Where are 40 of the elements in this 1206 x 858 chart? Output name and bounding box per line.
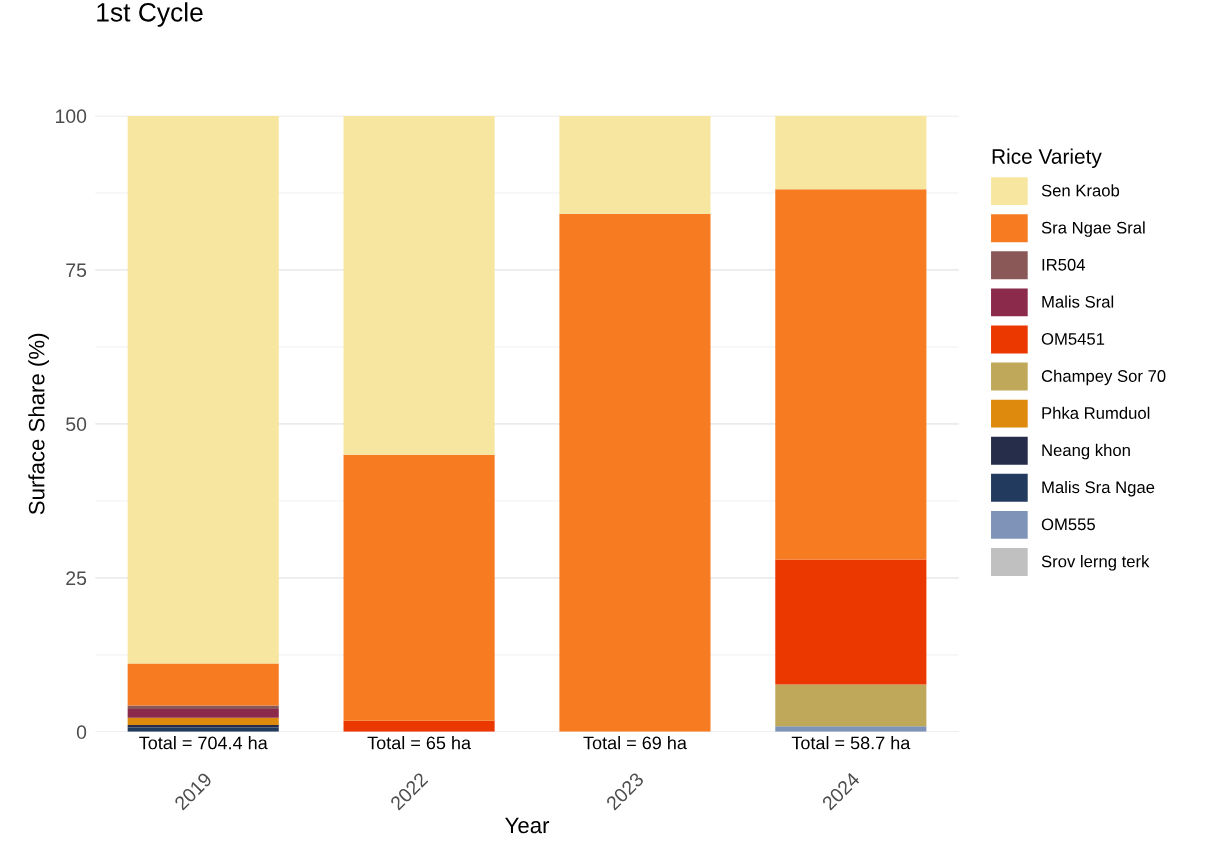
legend-label: Champey Sor 70	[1041, 369, 1166, 386]
bar	[343, 454, 495, 721]
legend-label: Srov lerng terk	[1041, 555, 1150, 571]
y-tick-label: 0	[76, 725, 87, 740]
legend-label: OM555	[1041, 518, 1095, 531]
bar	[343, 720, 495, 732]
bar	[343, 115, 495, 455]
bar	[775, 115, 927, 190]
bar	[127, 717, 279, 726]
bar	[127, 705, 279, 710]
annotation: Total = 69 ha	[583, 736, 687, 750]
x-axis-title: Year	[505, 817, 550, 834]
legend-label: Neang khon	[1042, 443, 1130, 460]
bar	[775, 559, 927, 685]
annotation: Total = 65 ha	[367, 736, 472, 750]
bar	[775, 726, 927, 732]
legend-label: IR504	[1042, 258, 1086, 271]
legend-label: Phka Rumduol	[1042, 406, 1150, 419]
bar	[559, 115, 711, 214]
legend-label: Malis Sra Ngae	[1042, 480, 1155, 497]
legend-label: Malis Sral	[1042, 295, 1114, 308]
chart-title: 1st Cycle	[97, 2, 203, 27]
legend-label: OM5451	[1041, 333, 1105, 345]
y-tick-label: 25	[66, 571, 87, 586]
y-tick-label: 75	[66, 263, 87, 278]
bar	[127, 709, 279, 718]
annotation: Total = 58.7 ha	[791, 736, 911, 750]
bar	[775, 189, 927, 560]
y-axis-title: Surface Share (%)	[28, 333, 49, 515]
bar	[127, 725, 279, 728]
y-tick-label: 100	[55, 109, 87, 124]
bar	[775, 684, 927, 727]
legend-title: Rice Variety	[992, 148, 1102, 168]
bar	[559, 213, 711, 732]
annotation: Total = 704.4 ha	[139, 736, 268, 750]
bar	[127, 663, 279, 706]
y-tick-label: 50	[66, 417, 87, 432]
legend-label: Sra Ngae Sral	[1041, 221, 1145, 237]
bar	[127, 115, 279, 664]
legend-label: Sen Kraob	[1041, 184, 1120, 197]
